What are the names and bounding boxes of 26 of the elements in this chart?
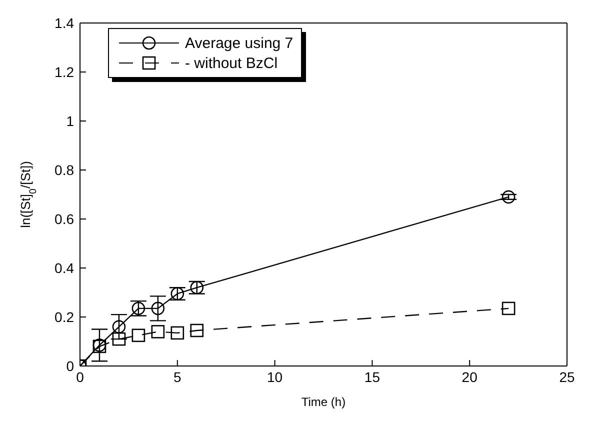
y-tick-label: 1.4 bbox=[54, 14, 74, 31]
point bbox=[151, 325, 165, 338]
y-tick-label: 0.4 bbox=[54, 260, 74, 276]
point bbox=[151, 302, 165, 316]
legend-label: - without BzCl bbox=[185, 54, 278, 72]
y-tick-label: 1.2 bbox=[54, 64, 74, 80]
x-tick-label: 25 bbox=[559, 368, 575, 385]
x-axis-title: Time (h) bbox=[301, 395, 346, 409]
y-tick-label: 0.8 bbox=[54, 162, 74, 178]
point bbox=[112, 332, 126, 346]
y-tick-label: 0.2 bbox=[54, 308, 74, 325]
point bbox=[132, 328, 146, 342]
x-tick-label: 15 bbox=[364, 368, 380, 385]
point bbox=[170, 326, 184, 340]
x-tick-label: 0 bbox=[76, 368, 84, 385]
point bbox=[502, 302, 516, 316]
point bbox=[112, 320, 126, 334]
point bbox=[502, 190, 516, 204]
legend-label: Average using 7 bbox=[185, 34, 294, 52]
x-tick-label: 5 bbox=[174, 368, 182, 385]
y-tick-label: 1 bbox=[66, 112, 74, 129]
x-tick-label: 10 bbox=[267, 368, 283, 385]
x-tick-label: 20 bbox=[462, 368, 478, 385]
y-tick-label: 0 bbox=[66, 358, 74, 374]
point bbox=[190, 324, 204, 338]
y-tick-label: 0.6 bbox=[54, 210, 74, 227]
